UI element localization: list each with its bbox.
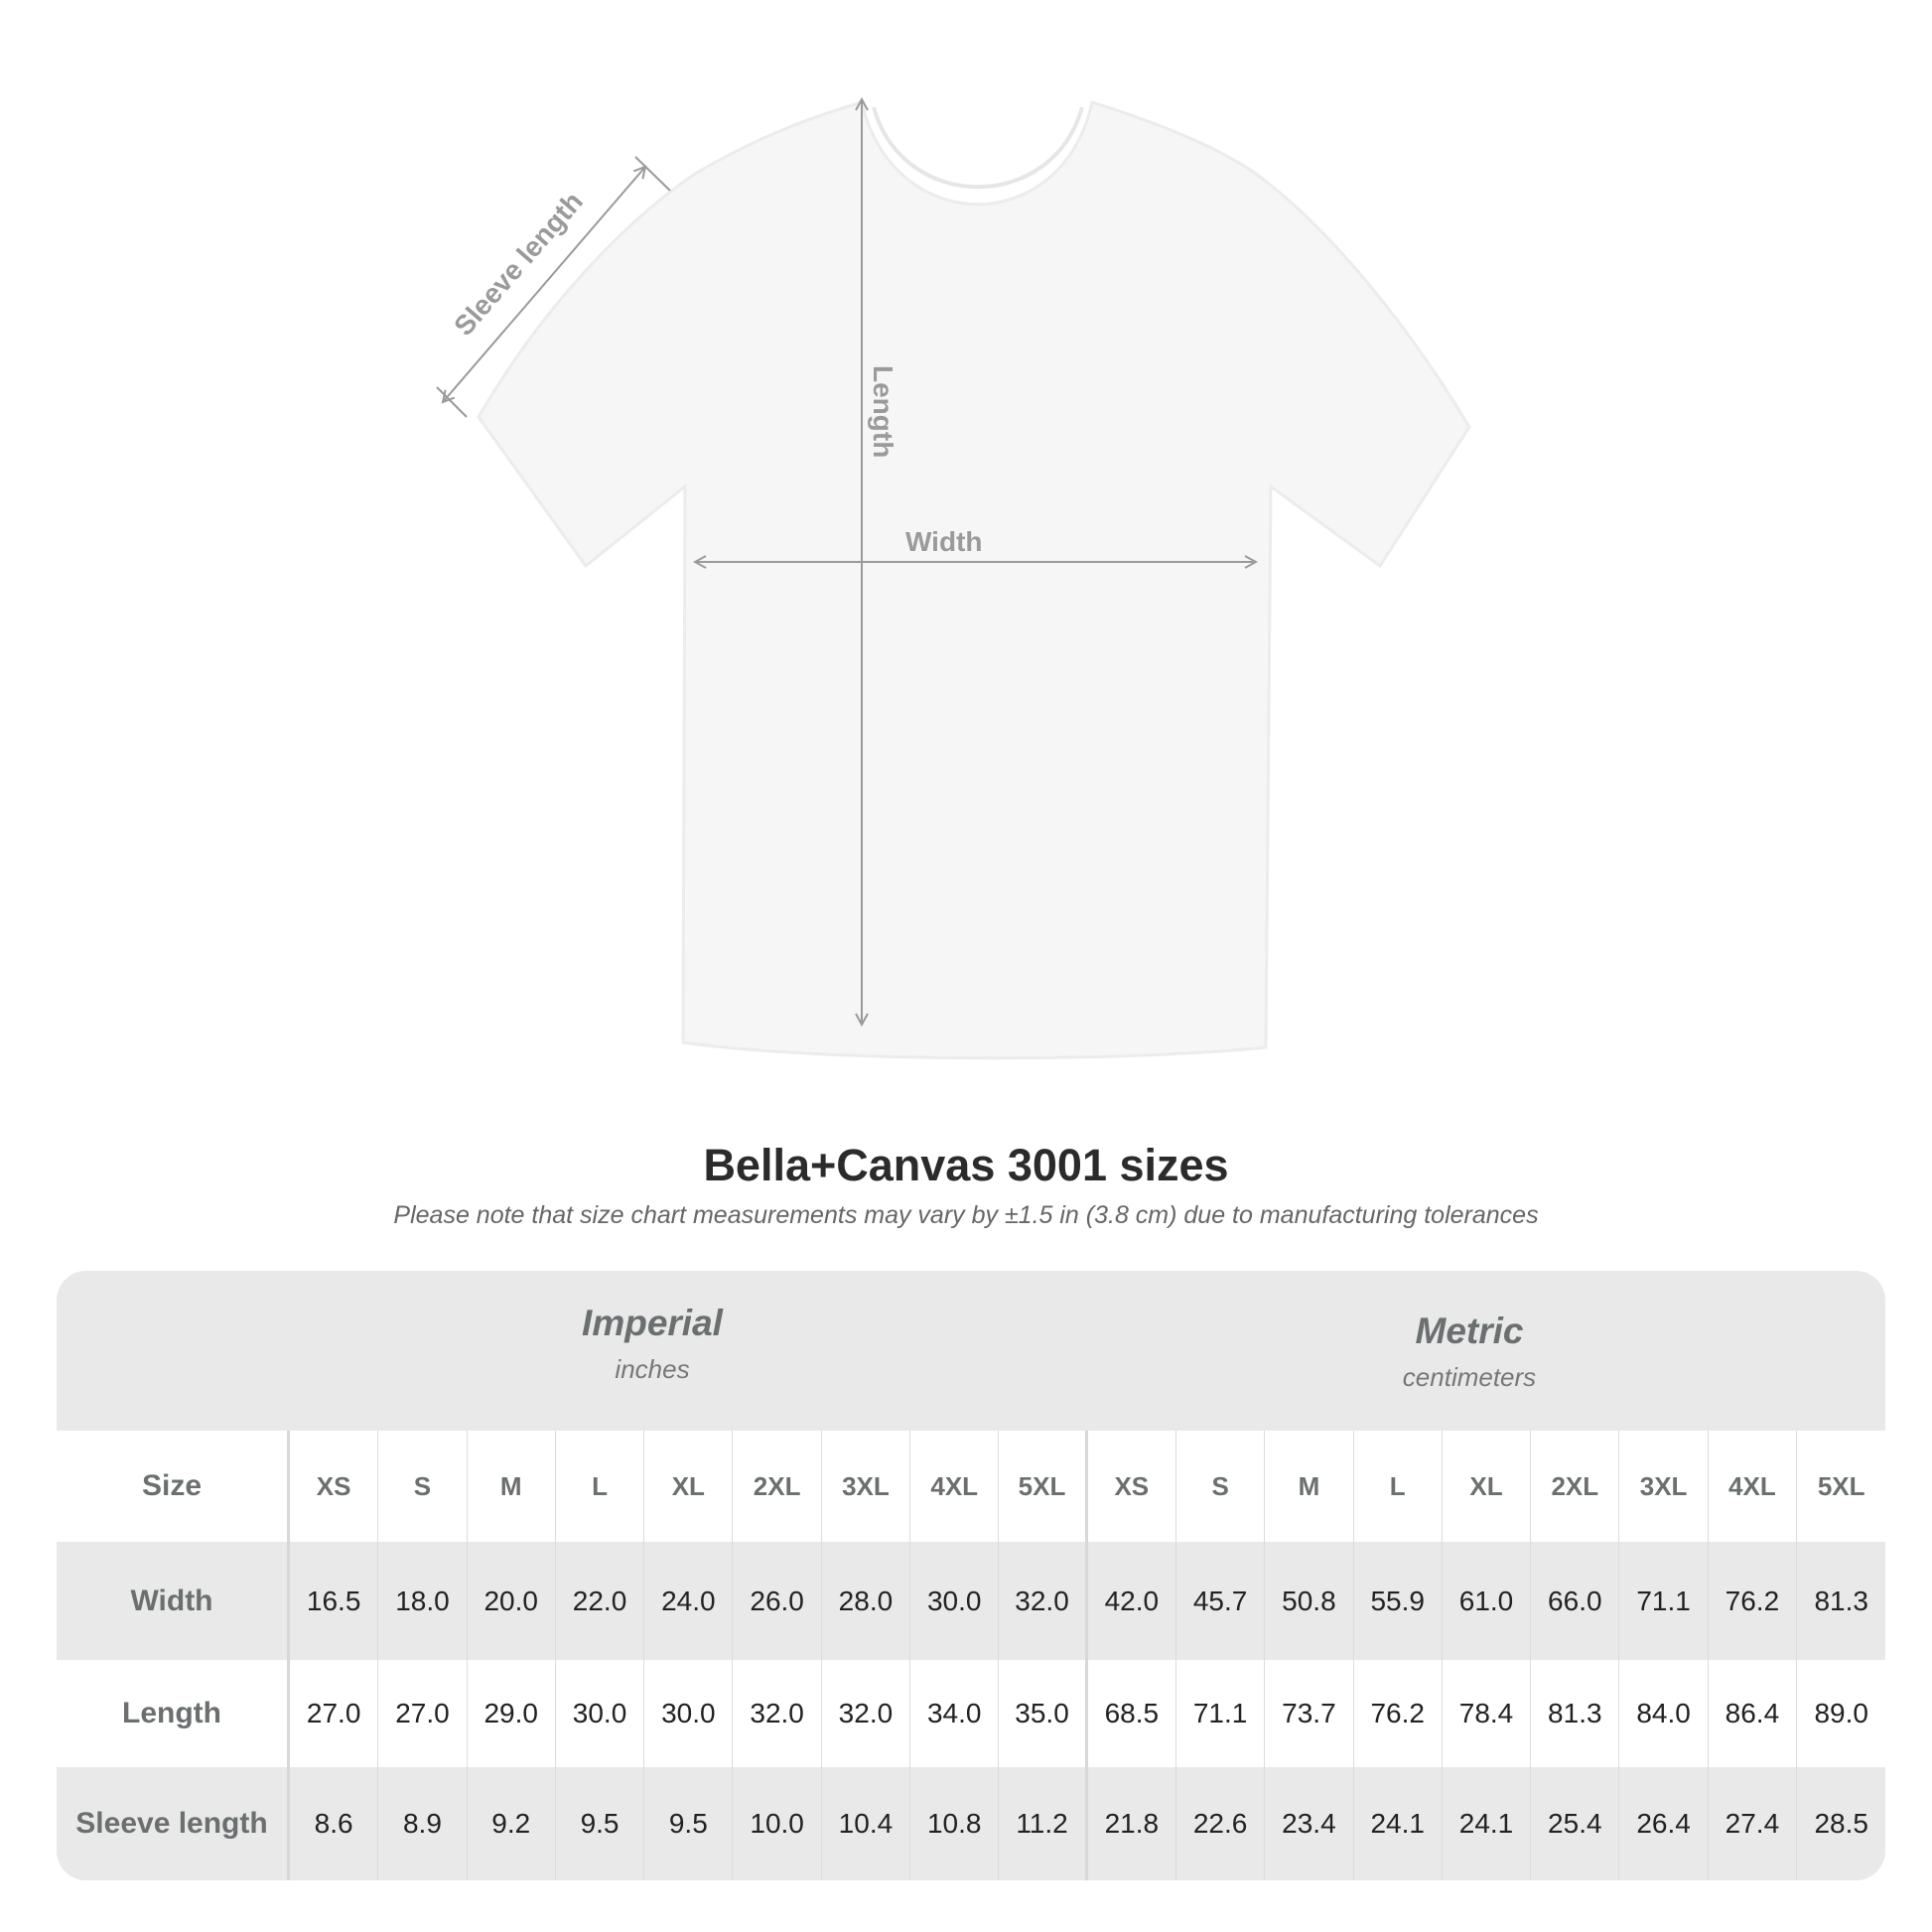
value-cell: 81.3 [1531,1660,1620,1767]
value-cell: 28.5 [1814,1808,1868,1839]
value-cell: 26.0 [733,1542,822,1660]
value-cell: 30.0 [556,1660,645,1767]
table-row: Length 27.0 27.0 29.0 30.0 30.0 32.0 32.0 34.0 35… [57,1660,1885,1767]
value-cell: 26.4 [1619,1767,1709,1880]
size-header-cell: 2XL [733,1431,822,1542]
value-cell: 22.0 [556,1542,645,1660]
size-header-cell: 4XL [910,1431,1000,1542]
value-cell: 78.4 [1443,1660,1532,1767]
value-cell: 89.0 [1814,1698,1868,1728]
value-cell: 32.0 [822,1660,911,1767]
metric-header: Metric centimeters [1172,1311,1767,1393]
value-cell: 61.0 [1443,1542,1532,1660]
value-cell: 18.0 [378,1542,468,1660]
row-label: Length [57,1660,290,1767]
value-cell: 24.1 [1354,1767,1443,1880]
size-header-cell: 4XL [1709,1431,1798,1542]
size-header-cell: 5XL [999,1431,1088,1542]
value-cell: 71.1 [1619,1542,1709,1660]
value-cell: 42.0 [1088,1542,1176,1660]
size-header-cell: XS [290,1431,379,1542]
value-cell: 16.5 [290,1542,379,1660]
row-label: Sleeve length [57,1767,290,1880]
value-cell: 34.0 [910,1660,1000,1767]
size-header-cell: S [378,1431,468,1542]
size-header-cell: M [1265,1431,1354,1542]
tshirt-shape [477,100,1471,1060]
size-header-cell: 3XL [822,1431,911,1542]
value-cell: 8.6 [290,1767,379,1880]
size-header-cell: S [1176,1431,1266,1542]
metric-title: Metric [1415,1311,1524,1351]
size-header-cell: XL [644,1431,734,1542]
table-row: Sleeve length 8.6 8.9 9.2 9.5 9.5 10.0 10.4 10.8… [57,1767,1885,1880]
table-row: Width 16.5 18.0 20.0 22.0 24.0 26.0 28.0 30.0 32.… [57,1542,1885,1660]
value-cell: 11.2 [999,1767,1088,1880]
tolerance-note: Please note that size chart measurements… [393,1201,1539,1229]
size-header-cell: XS [1088,1431,1176,1542]
row-label: Size [57,1431,290,1542]
value-cell: 35.0 [999,1660,1088,1767]
value-cell: 50.8 [1265,1542,1354,1660]
value-cell: 30.0 [644,1660,734,1767]
value-cell: 30.0 [910,1542,1000,1660]
value-cell: 76.2 [1709,1542,1798,1660]
value-cell: 28.0 [822,1542,911,1660]
sleeve-arrow [443,167,645,402]
value-cell: 22.6 [1176,1767,1266,1880]
imperial-title: Imperial [582,1303,723,1343]
value-cell: 25.4 [1531,1767,1620,1880]
size-header-cell: L [1354,1431,1443,1542]
size-header-cell: XL [1443,1431,1532,1542]
size-header-cell: L [556,1431,645,1542]
value-cell: 27.0 [290,1660,379,1767]
length-label: Length [868,365,898,458]
row-label: Width [57,1542,290,1660]
value-cell: 86.4 [1709,1660,1798,1767]
value-cell: 9.2 [468,1767,556,1880]
unit-header: Imperial inches Metric centimeters [57,1271,1885,1431]
value-cell: 76.2 [1354,1660,1443,1767]
page-title: Bella+Canvas 3001 sizes [703,1140,1229,1190]
width-label: Width [905,526,983,557]
value-cell: 45.7 [1176,1542,1266,1660]
value-cell: 24.0 [644,1542,734,1660]
size-header-cell: M [468,1431,556,1542]
imperial-header: Imperial inches [354,1303,950,1385]
value-cell: 32.0 [733,1660,822,1767]
value-cell: 68.5 [1088,1660,1176,1767]
size-table: Imperial inches Metric centimeters Size X… [57,1271,1885,1880]
value-cell: 84.0 [1619,1660,1709,1767]
value-cell: 81.3 [1814,1585,1868,1616]
value-cell: 29.0 [468,1660,556,1767]
value-cell: 24.1 [1443,1767,1532,1880]
size-row: Size XS S M L XL 2XL 3XL 4XL 5XL XS S M L XL 2XL 3XL 4XL 5… [57,1431,1885,1542]
imperial-unit: inches [615,1354,690,1384]
value-cell: 21.8 [1088,1767,1176,1880]
metric-unit: centimeters [1402,1362,1537,1392]
value-cell: 8.9 [378,1767,468,1880]
value-cell: 10.0 [733,1767,822,1880]
size-header-cell: 5XL [1817,1470,1865,1501]
tshirt-diagram: Sleeve length Length Width [436,0,1471,1060]
size-header-cell: 2XL [1531,1431,1620,1542]
value-cell: 9.5 [556,1767,645,1880]
value-cell: 10.4 [822,1767,911,1880]
value-cell: 27.4 [1709,1767,1798,1880]
value-cell: 10.8 [910,1767,1000,1880]
value-cell: 73.7 [1265,1660,1354,1767]
size-header-cell: 3XL [1619,1431,1709,1542]
value-cell: 55.9 [1354,1542,1443,1660]
value-cell: 32.0 [999,1542,1088,1660]
value-cell: 20.0 [468,1542,556,1660]
value-cell: 9.5 [644,1767,734,1880]
value-cell: 71.1 [1176,1660,1266,1767]
value-cell: 23.4 [1265,1767,1354,1880]
value-cell: 66.0 [1531,1542,1620,1660]
value-cell: 27.0 [378,1660,468,1767]
